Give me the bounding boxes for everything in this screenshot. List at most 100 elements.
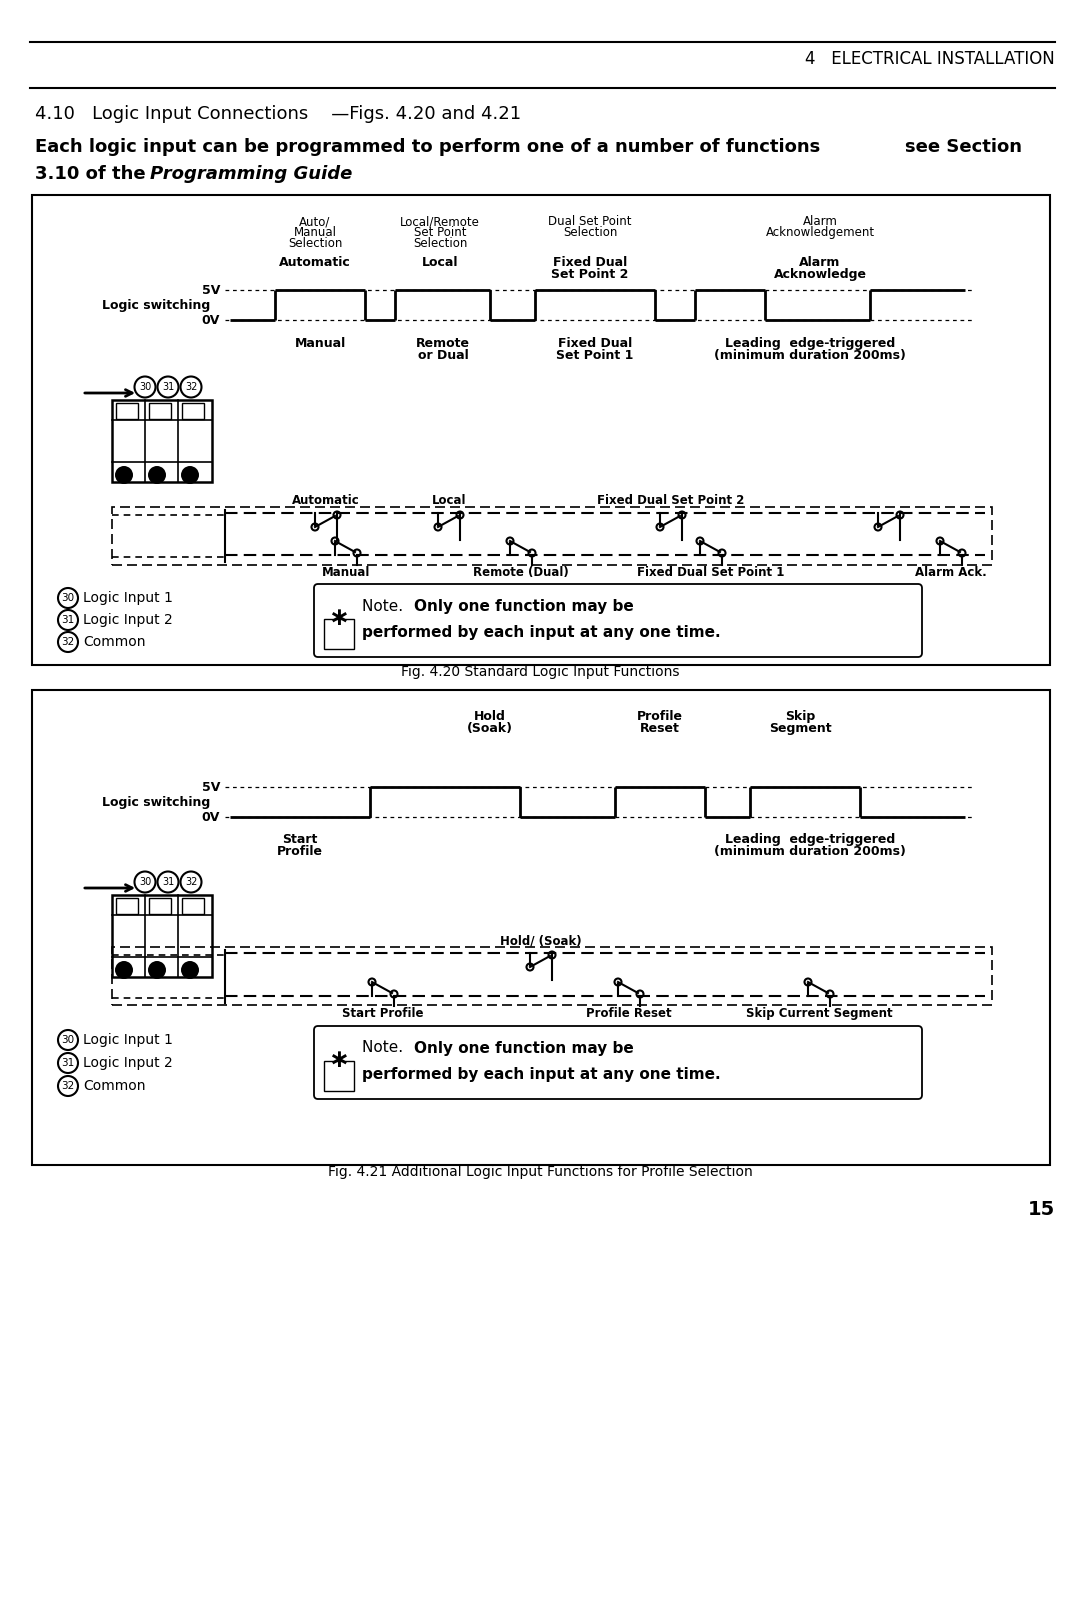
Text: Dual Set Point: Dual Set Point xyxy=(549,215,632,228)
Bar xyxy=(112,506,993,565)
Text: Profile: Profile xyxy=(276,845,323,858)
Text: 31: 31 xyxy=(162,877,174,887)
Text: Leading  edge-triggered: Leading edge-triggered xyxy=(725,337,895,349)
Circle shape xyxy=(114,961,133,979)
Text: 30: 30 xyxy=(62,1036,75,1045)
Text: Leading  edge-triggered: Leading edge-triggered xyxy=(725,833,895,846)
Circle shape xyxy=(181,466,199,484)
Text: 32: 32 xyxy=(62,637,75,647)
Text: Manual: Manual xyxy=(322,566,370,579)
Bar xyxy=(116,898,138,914)
Text: Local: Local xyxy=(422,256,458,269)
Text: 32: 32 xyxy=(62,1081,75,1091)
Text: 31: 31 xyxy=(162,382,174,392)
Text: Manual: Manual xyxy=(294,227,337,239)
Text: Fig. 4.21 Additional Logic Input Functions for Profile Selection: Fig. 4.21 Additional Logic Input Functio… xyxy=(327,1165,753,1180)
Text: Common: Common xyxy=(83,634,146,649)
Text: Selection: Selection xyxy=(413,236,468,251)
Circle shape xyxy=(181,961,199,979)
Text: Fixed Dual: Fixed Dual xyxy=(553,256,627,269)
Text: Local: Local xyxy=(432,493,467,506)
Text: 3.10 of the: 3.10 of the xyxy=(35,165,146,183)
Text: Skip: Skip xyxy=(785,710,815,723)
Text: Segment: Segment xyxy=(769,722,832,735)
Text: Logic switching: Logic switching xyxy=(102,298,210,312)
Text: Note.: Note. xyxy=(362,599,413,613)
Text: (minimum duration 200ms): (minimum duration 200ms) xyxy=(714,349,906,362)
Text: 30: 30 xyxy=(62,594,75,604)
Bar xyxy=(183,898,204,914)
Text: 32: 32 xyxy=(185,382,198,392)
Text: or Dual: or Dual xyxy=(418,349,469,362)
Text: Only one function may be: Only one function may be xyxy=(414,599,634,613)
Circle shape xyxy=(148,961,166,979)
Text: Each logic input can be programmed to perform one of a number of functions: Each logic input can be programmed to pe… xyxy=(35,138,820,155)
Text: Skip Current Segment: Skip Current Segment xyxy=(745,1006,892,1019)
Text: 30: 30 xyxy=(139,382,151,392)
Text: Only one function may be: Only one function may be xyxy=(414,1040,634,1055)
Text: 15: 15 xyxy=(1028,1201,1055,1218)
Bar xyxy=(116,403,138,419)
Bar xyxy=(149,403,171,419)
Text: 30: 30 xyxy=(139,877,151,887)
FancyBboxPatch shape xyxy=(314,584,922,657)
Text: performed by each input at any one time.: performed by each input at any one time. xyxy=(362,625,720,639)
Text: Fig. 4.20 Standard Logic Input Functions: Fig. 4.20 Standard Logic Input Functions xyxy=(401,665,679,680)
Bar xyxy=(324,1061,354,1091)
Text: Remote (Dual): Remote (Dual) xyxy=(473,566,569,579)
Text: Selection: Selection xyxy=(287,236,342,251)
FancyBboxPatch shape xyxy=(314,1026,922,1099)
Text: Alarm: Alarm xyxy=(799,256,840,269)
Text: Manual: Manual xyxy=(295,337,346,349)
Text: Logic Input 1: Logic Input 1 xyxy=(83,591,173,605)
Bar xyxy=(112,947,993,1005)
Text: Acknowledge: Acknowledge xyxy=(773,269,866,282)
Text: Set Point 1: Set Point 1 xyxy=(556,349,634,362)
Text: Hold/ (Soak): Hold/ (Soak) xyxy=(500,934,582,947)
Text: Reset: Reset xyxy=(640,722,680,735)
Text: Logic switching: Logic switching xyxy=(102,796,210,809)
Text: 5V: 5V xyxy=(202,283,220,296)
Text: 5V: 5V xyxy=(202,780,220,793)
Text: 32: 32 xyxy=(185,877,198,887)
Text: Alarm Ack.: Alarm Ack. xyxy=(915,566,987,579)
Text: ∗: ∗ xyxy=(328,607,350,629)
Bar xyxy=(112,400,212,482)
Text: Remote: Remote xyxy=(416,337,470,349)
Bar xyxy=(32,196,1050,665)
Text: Profile: Profile xyxy=(637,710,683,723)
Text: Note.: Note. xyxy=(362,1040,413,1055)
Text: Start Profile: Start Profile xyxy=(342,1006,423,1019)
Text: Start: Start xyxy=(282,833,318,846)
Text: Automatic: Automatic xyxy=(279,256,351,269)
Bar xyxy=(149,898,171,914)
Text: (Soak): (Soak) xyxy=(467,722,513,735)
Text: see Section: see Section xyxy=(905,138,1022,155)
Text: 4   ELECTRICAL INSTALLATION: 4 ELECTRICAL INSTALLATION xyxy=(806,50,1055,68)
Text: 31: 31 xyxy=(62,1058,75,1068)
Bar xyxy=(324,620,354,649)
Circle shape xyxy=(148,466,166,484)
Text: Set Point 2: Set Point 2 xyxy=(551,269,629,282)
Text: Logic Input 1: Logic Input 1 xyxy=(83,1032,173,1047)
Text: Alarm: Alarm xyxy=(802,215,837,228)
Text: Local/Remote: Local/Remote xyxy=(400,215,480,228)
Circle shape xyxy=(114,466,133,484)
Text: Fixed Dual: Fixed Dual xyxy=(558,337,632,349)
Text: (minimum duration 200ms): (minimum duration 200ms) xyxy=(714,845,906,858)
Text: 0V: 0V xyxy=(202,811,220,824)
Text: Acknowledgement: Acknowledgement xyxy=(766,227,875,239)
Text: ∗: ∗ xyxy=(328,1048,350,1073)
Text: Automatic: Automatic xyxy=(292,493,360,506)
Text: Selection: Selection xyxy=(563,227,617,239)
Text: Common: Common xyxy=(83,1079,146,1094)
Bar xyxy=(32,689,1050,1165)
Text: Logic Input 2: Logic Input 2 xyxy=(83,613,173,628)
Text: Profile Reset: Profile Reset xyxy=(586,1006,672,1019)
Text: Auto/: Auto/ xyxy=(299,215,330,228)
Text: Fixed Dual Set Point 2: Fixed Dual Set Point 2 xyxy=(597,493,745,506)
Text: Set Point: Set Point xyxy=(414,227,467,239)
Bar xyxy=(183,403,204,419)
Bar xyxy=(112,895,212,977)
Text: Fixed Dual Set Point 1: Fixed Dual Set Point 1 xyxy=(637,566,785,579)
